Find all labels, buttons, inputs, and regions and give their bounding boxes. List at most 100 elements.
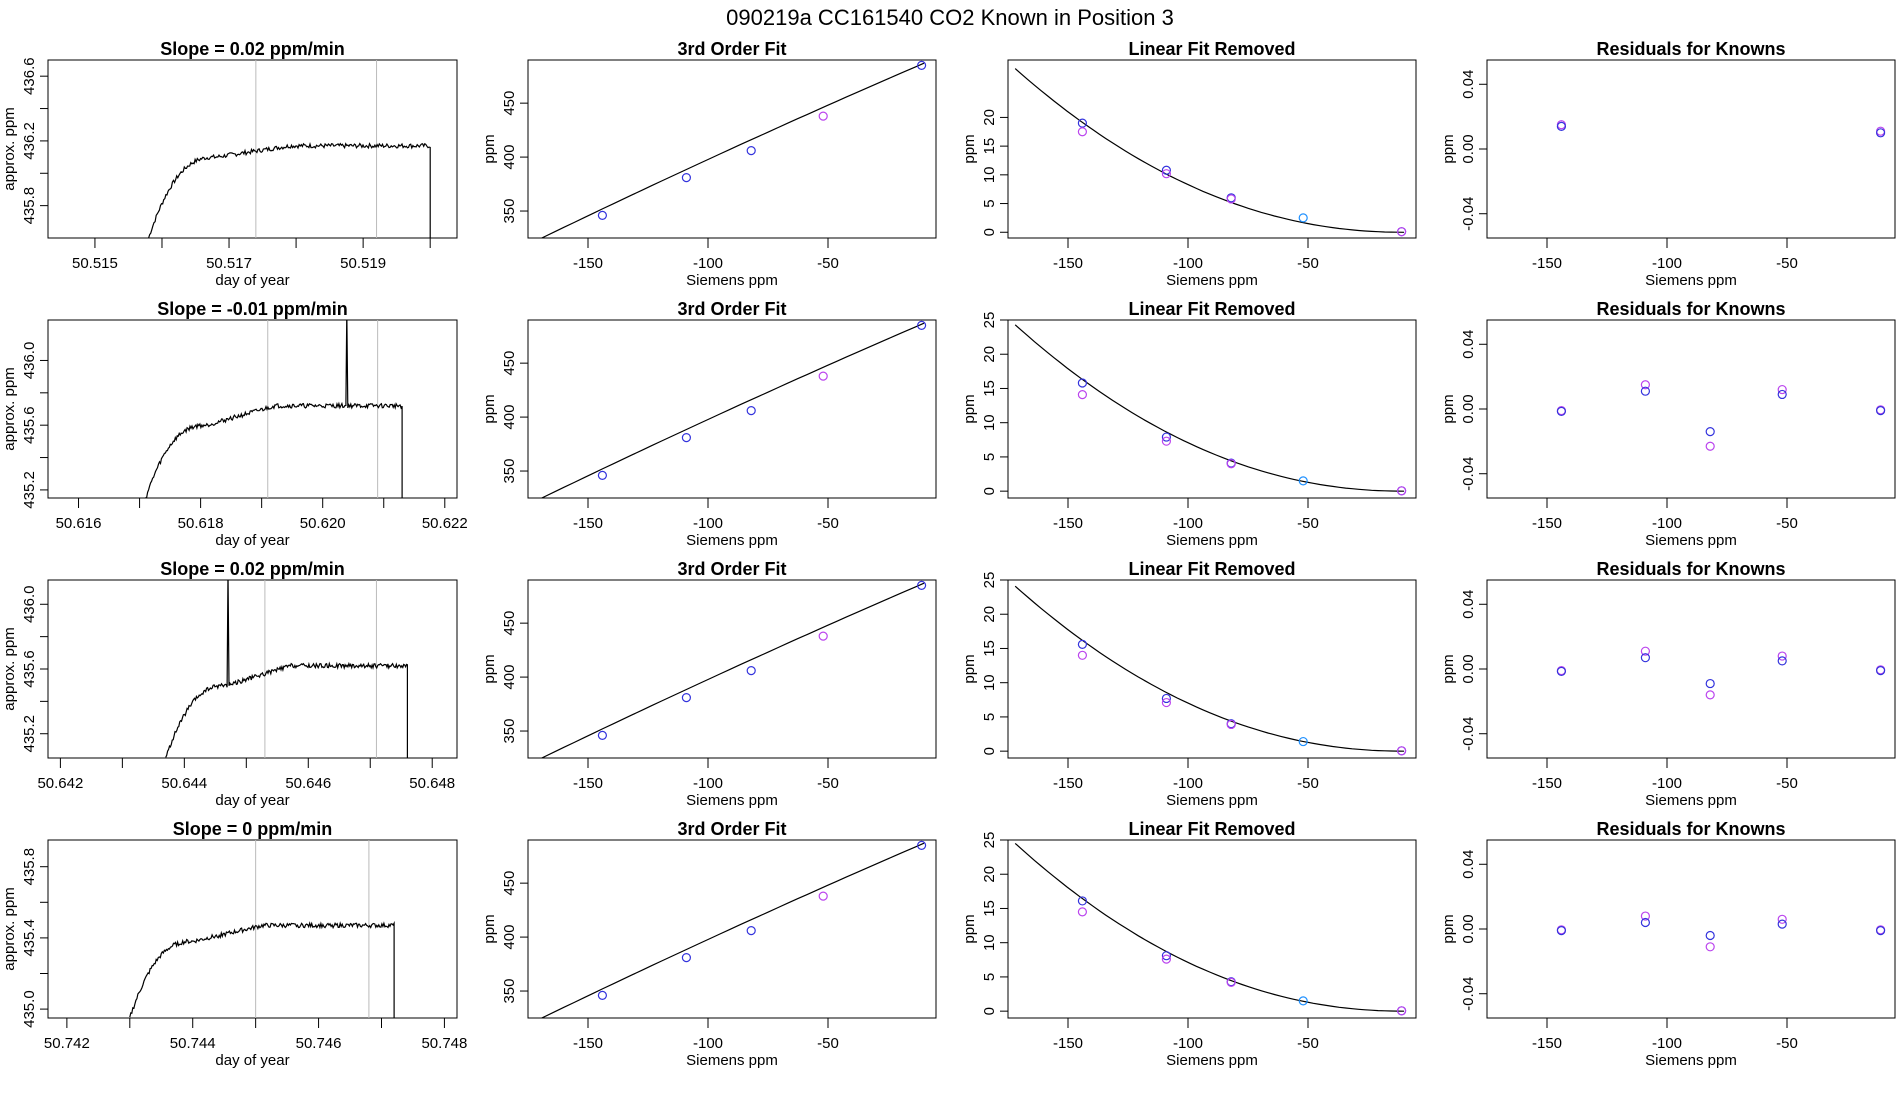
chart-title: Linear Fit Removed (1128, 819, 1295, 839)
y-tick-label: 20 (981, 606, 998, 623)
data-point (1705, 427, 1715, 437)
data-point (746, 406, 756, 416)
data-point (1875, 128, 1886, 138)
x-axis (1067, 238, 1309, 248)
x-tick-label: 50.515 (72, 255, 118, 272)
fit-curve (1014, 842, 1405, 1012)
y-tick-label: 25 (981, 572, 998, 589)
chart-title: Slope = -0.01 ppm/min (157, 299, 348, 319)
fit-curve (540, 842, 925, 1018)
chart-panel-linfit-row4: Linear Fit Removed -150 -100 -50 Siemens ppm… (961, 819, 1417, 1069)
x-axis-label: Siemens ppm (1166, 1052, 1258, 1069)
data-point (1226, 459, 1236, 469)
fit-curve (540, 322, 925, 498)
y-tick-label: 0.00 (1460, 394, 1477, 423)
data-point (818, 371, 828, 381)
y-tick-label: 436.0 (21, 585, 38, 623)
y-tick-label: 0.04 (1460, 70, 1477, 99)
y-axis-label: ppm (961, 914, 978, 943)
plot-frame (1007, 839, 1417, 1019)
data-point (1777, 384, 1787, 395)
y-tick-label: 20 (981, 346, 998, 363)
y-tick-label: 15 (981, 640, 998, 657)
data-point (1640, 917, 1651, 928)
chart-panel-trace-row2: Slope = -0.01 ppm/min 50.616 50.618 50.620 5… (1, 299, 468, 549)
data-point (1640, 386, 1651, 396)
x-axis-label: Siemens ppm (686, 1052, 778, 1069)
data-point (1396, 1006, 1407, 1016)
x-tick-label: 50.746 (296, 1035, 342, 1052)
x-axis-label: Siemens ppm (686, 532, 778, 549)
y-tick-label: 435.2 (21, 471, 38, 509)
x-tick-label: 50.519 (340, 255, 386, 272)
y-axis (520, 622, 528, 732)
plot-area (145, 320, 403, 498)
data-point (1161, 169, 1172, 179)
data-point (1777, 656, 1787, 666)
chart-title: Residuals for Knowns (1596, 819, 1785, 839)
data-point (1161, 697, 1172, 708)
x-axis-label: day of year (215, 532, 289, 549)
y-tick-label: 20 (981, 866, 998, 883)
y-tick-label: 350 (501, 979, 518, 1004)
x-tick-label: -150 (1532, 775, 1562, 792)
y-tick-label: 0 (981, 747, 998, 755)
data-point (1777, 651, 1787, 661)
y-axis (40, 603, 48, 735)
y-tick-label: 435.8 (21, 848, 38, 886)
data-point (1161, 693, 1172, 704)
data-point (681, 172, 692, 183)
data-point (1077, 907, 1088, 917)
y-axis (1000, 319, 1008, 492)
chart-panel-fit-row3: 3rd Order Fit -150 -100 -50 Siemens ppm 350 40… (481, 559, 937, 809)
x-tick-label: -150 (1053, 775, 1083, 792)
data-point (1077, 127, 1088, 137)
chart-panel-residuals-row3: Residuals for Knowns -150 -100 -50 Siemens p… (1440, 559, 1896, 809)
data-point (916, 840, 927, 850)
plot-area (540, 580, 927, 758)
y-axis-label: ppm (1440, 654, 1457, 683)
plot-frame (1486, 59, 1896, 239)
plot-area (1014, 324, 1407, 496)
data-point (916, 60, 927, 70)
data-point (1777, 389, 1787, 400)
y-axis-label: ppm (481, 914, 498, 943)
data-point (1226, 719, 1236, 730)
y-tick-label: 450 (501, 351, 518, 376)
data-point (597, 470, 608, 480)
x-axis (1067, 758, 1309, 768)
data-point (746, 666, 756, 676)
y-tick-label: 400 (501, 145, 518, 170)
x-tick-label: -150 (573, 775, 603, 792)
y-tick-label: 435.0 (21, 990, 38, 1028)
chart-panel-fit-row4: 3rd Order Fit -150 -100 -50 Siemens ppm 350 40… (481, 819, 937, 1069)
x-axis (1067, 1018, 1309, 1028)
data-point (1077, 639, 1088, 649)
data-point (1077, 896, 1088, 906)
y-tick-label: 400 (501, 405, 518, 430)
chart-panel-trace-row4: Slope = 0 ppm/min 50.742 50.744 50.746 50.74… (1, 819, 467, 1069)
plot-area (1556, 646, 1886, 700)
x-axis-label: Siemens ppm (1166, 272, 1258, 289)
x-axis-label: Siemens ppm (1166, 532, 1258, 549)
concentration-trace (145, 320, 403, 498)
data-point (1705, 678, 1715, 689)
x-axis (94, 238, 431, 248)
chart-title: Residuals for Knowns (1596, 299, 1785, 319)
y-tick-label: 450 (501, 91, 518, 116)
data-point (1556, 121, 1567, 131)
data-point (1161, 436, 1172, 446)
y-axis-label: ppm (961, 134, 978, 163)
page-title: 090219a CC161540 CO2 Known in Position 3 (726, 5, 1174, 30)
fit-curve (1014, 324, 1405, 492)
x-tick-label: -50 (1776, 255, 1798, 272)
chart-title: Slope = 0 ppm/min (173, 819, 333, 839)
x-tick-label: -150 (573, 255, 603, 272)
chart-title: Slope = 0.02 ppm/min (160, 39, 345, 59)
x-tick-label: -50 (1297, 255, 1319, 272)
x-axis-label: Siemens ppm (686, 792, 778, 809)
data-point (1161, 954, 1172, 964)
chart-panel-fit-row1: 3rd Order Fit -150 -100 -50 Siemens ppm 350 40… (481, 39, 937, 289)
x-axis-label: day of year (215, 272, 289, 289)
